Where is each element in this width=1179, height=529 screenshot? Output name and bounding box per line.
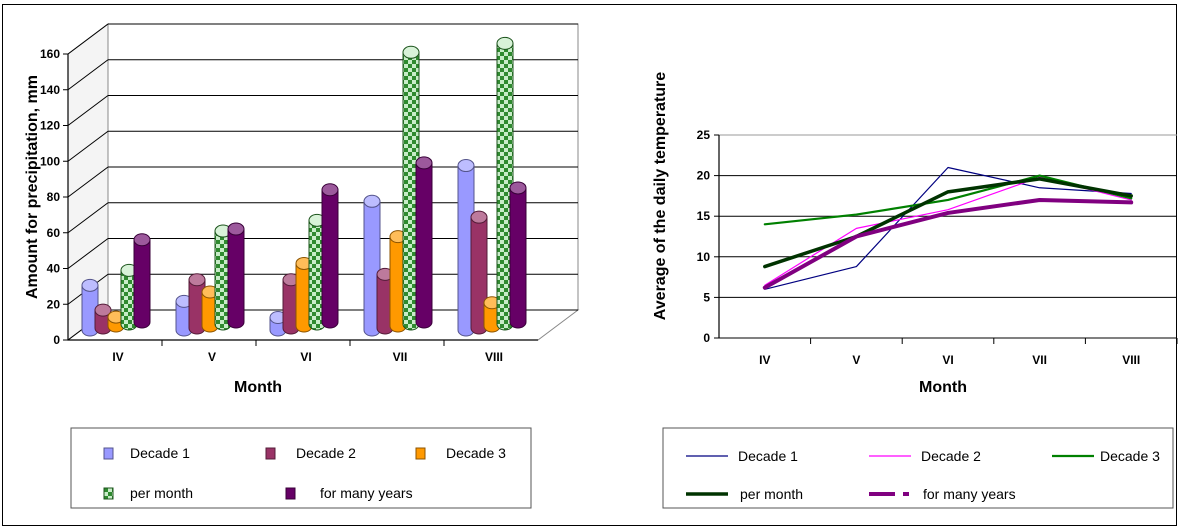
bar-chart-x-tick-label: VIII [485,350,503,364]
bar-chart-legend-swatch [416,448,425,459]
bar-chart-legend-swatch [104,448,113,459]
line-chart-x-tick-label: VI [942,353,953,367]
line-chart-legend-label: Decade 2 [921,448,981,464]
bar-chart-bar [134,240,150,328]
bar-chart-x-axis-label: Month [234,379,282,396]
bar-chart-bar [322,190,338,328]
bar-chart-y-tick-label: 120 [40,119,60,133]
bar-chart-x-ticks: IV V VI VII VIII [112,340,503,364]
bar-chart-bar-top [403,46,419,58]
line-chart-x-tick-label: VIII [1122,353,1140,367]
bar-chart-bar [228,229,244,328]
bar-chart-bar-top [458,160,474,172]
bar-chart-bar-top [416,157,432,169]
line-chart-y-tick-label: 25 [697,128,711,142]
bar-chart-bar-top [510,182,526,194]
line-chart-x-ticks: IV V VI VII VIII [759,338,1177,367]
bar-chart-legend-label: Decade 1 [130,445,190,461]
bar-chart-y-tick-label: 20 [47,297,61,311]
bar-chart-legend-label: Decade 2 [296,445,356,461]
bar-chart-legend-label: per month [130,485,193,501]
bar-chart-x-tick-label: V [208,350,216,364]
line-chart-legend-label: Decade 3 [1100,448,1160,464]
bar-chart-y-tick-label: 160 [40,47,60,61]
bar-chart-x-tick-label: VI [300,350,311,364]
line-chart-legend-label: per month [740,486,803,502]
bar-chart-x-tick-label: VII [393,350,408,364]
line-chart-legend-label: for many years [923,486,1016,502]
bar-chart-y-tick-label: 140 [40,83,60,97]
line-chart-y-tick-label: 20 [697,169,711,183]
bar-chart-legend-label: for many years [320,485,413,501]
line-chart-y-ticks: 0 5 10 15 20 25 [697,128,719,345]
line-chart-legend-label: Decade 1 [738,448,798,464]
bar-chart-legend-swatch [286,488,295,499]
bar-chart-legend-label: Decade 3 [446,445,506,461]
line-chart-y-axis-label: Average of the daily temperature [652,72,669,320]
line-chart-y-tick-label: 0 [703,331,710,345]
line-chart-y-tick-label: 15 [697,209,711,223]
line-chart-series-line [765,179,1131,267]
bar-chart-bar-top [471,211,487,223]
bar-chart-y-tick-label: 100 [40,154,60,168]
line-chart-x-tick-label: V [852,353,860,367]
bar-chart-y-tick-label: 60 [47,226,61,240]
line-chart-gridlines [719,135,1177,338]
bar-chart-bar [416,163,432,328]
bar-chart-legend-swatch [104,488,113,499]
bar-chart-y-tick-label: 80 [47,190,61,204]
line-chart-x-tick-label: VII [1032,353,1047,367]
bar-chart-legend-swatch [266,448,275,459]
bar-chart-y-axis-label: Amount for precipitation, mm [24,75,41,299]
bar-chart-bar-top [82,279,98,291]
bar-chart-bar-top [228,223,244,235]
line-chart-series-line [765,200,1131,288]
bar-chart-x-tick-label: IV [112,350,123,364]
bar-chart-y-tick-label: 0 [53,333,60,347]
bar-chart-y-tick-label: 40 [47,262,61,276]
bar-chart-bar-top [322,184,338,196]
line-chart-x-axis-label: Month [919,379,967,396]
bar-chart-bar-top [497,37,513,49]
bar-chart-bar-top [364,195,380,207]
bar-chart-bar-top [134,234,150,246]
line-chart-y-tick-label: 5 [703,290,710,304]
line-chart-series [765,167,1131,289]
line-chart-y-tick-label: 10 [697,250,711,264]
line-chart-x-tick-label: IV [759,353,770,367]
bar-chart-bar [510,188,526,328]
bar-chart-bar-top [189,274,205,286]
